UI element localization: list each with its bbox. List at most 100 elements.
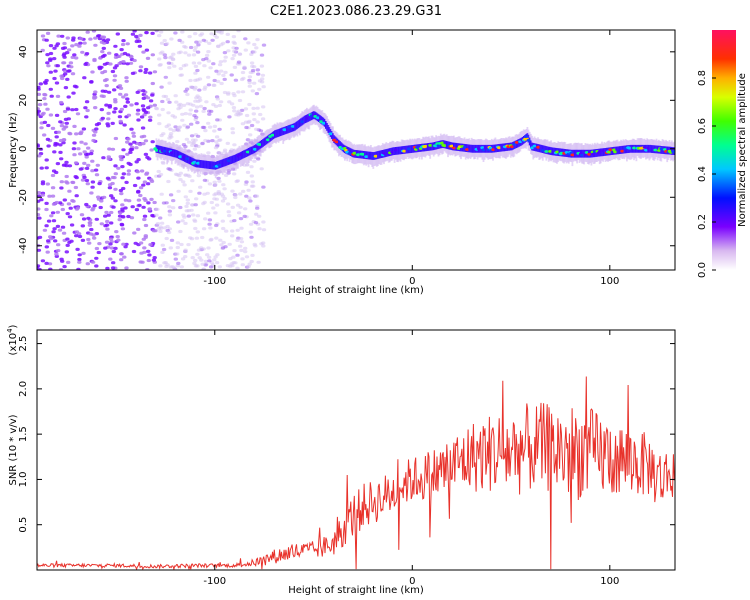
noise-speckle	[256, 157, 261, 161]
noise-speckle	[141, 107, 146, 111]
noise-speckle	[121, 95, 126, 99]
noise-speckle	[109, 221, 114, 225]
noise-speckle	[146, 249, 151, 253]
ridge-core	[544, 145, 546, 154]
noise-speckle	[249, 184, 255, 188]
ridge-core	[167, 147, 170, 156]
noise-speckle	[255, 106, 260, 110]
noise-speckle	[183, 45, 188, 49]
ridge-core	[348, 147, 351, 156]
noise-speckle	[80, 224, 86, 228]
noise-speckle	[142, 214, 148, 218]
noise-speckle	[93, 168, 99, 172]
noise-speckle	[44, 207, 49, 212]
noise-speckle	[232, 249, 237, 253]
noise-speckle	[105, 122, 110, 126]
colorbar: 0.0 0.2 0.4 0.6 0.8 Normalized spectral ampl…	[697, 30, 748, 278]
noise-speckle	[256, 72, 261, 76]
noise-speckle	[119, 48, 124, 52]
noise-speckle	[173, 125, 178, 129]
noise-speckle	[199, 32, 205, 36]
noise-speckle	[52, 227, 57, 231]
noise-speckle	[60, 225, 66, 229]
ridge-core	[175, 150, 178, 158]
ridge-core	[328, 127, 331, 135]
noise-speckle	[48, 70, 53, 74]
noise-speckle	[250, 180, 255, 184]
y-tick-label: 2.0	[18, 381, 29, 397]
noise-speckle	[72, 153, 77, 157]
noise-speckle	[42, 228, 48, 232]
noise-speckle	[90, 185, 95, 189]
noise-speckle	[45, 107, 50, 111]
noise-speckle	[180, 118, 185, 122]
ridge-core	[166, 147, 168, 156]
ridge-core	[618, 146, 621, 154]
noise-speckle	[238, 205, 243, 209]
noise-speckle	[120, 176, 125, 180]
noise-speckle	[128, 142, 133, 146]
noise-speckle	[226, 210, 231, 214]
noise-speckle	[42, 97, 47, 101]
ridge-peak	[255, 145, 260, 149]
ridge-core	[500, 143, 503, 152]
noise-speckle	[238, 112, 243, 116]
noise-speckle	[119, 158, 124, 162]
noise-speckle	[201, 109, 206, 113]
ridge-core	[368, 151, 371, 160]
snr-scale-label: (x104)	[6, 324, 19, 355]
ridge-core	[469, 144, 472, 153]
ridge-core	[534, 143, 537, 152]
noise-speckle	[99, 108, 105, 112]
noise-speckle	[195, 134, 201, 138]
noise-speckle	[213, 211, 218, 215]
ridge-core	[573, 149, 576, 158]
noise-speckle	[166, 230, 172, 235]
noise-speckle	[160, 99, 165, 104]
noise-speckle	[48, 267, 53, 270]
noise-speckle	[206, 83, 212, 87]
ridge-core	[558, 148, 561, 157]
noise-speckle	[218, 238, 223, 242]
noise-speckle	[58, 201, 63, 205]
noise-speckle	[95, 163, 101, 167]
ridge-core	[174, 149, 177, 158]
ridge-core	[327, 125, 330, 133]
noise-speckle	[62, 109, 68, 114]
noise-speckle	[86, 237, 91, 242]
noise-speckle	[75, 206, 81, 210]
ridge-core	[326, 123, 328, 131]
ridge-peak	[238, 153, 243, 157]
noise-speckle	[176, 126, 182, 130]
noise-speckle	[61, 141, 66, 145]
noise-speckle	[105, 219, 110, 224]
noise-speckle	[48, 51, 54, 56]
noise-speckle	[183, 112, 188, 116]
ridge-core	[295, 121, 298, 130]
noise-speckle	[250, 68, 256, 73]
noise-speckle	[147, 207, 152, 211]
noise-speckle	[174, 100, 179, 104]
noise-speckle	[78, 167, 84, 171]
ridge-core	[205, 160, 208, 169]
ridge-peak	[613, 150, 618, 154]
noise-speckle	[198, 98, 203, 102]
noise-speckle	[191, 213, 196, 217]
ridge-core	[263, 138, 266, 146]
noise-speckle	[86, 146, 91, 150]
noise-speckle	[235, 228, 240, 232]
ridge-core	[473, 144, 475, 153]
noise-speckle	[65, 212, 70, 216]
noise-speckle	[190, 256, 195, 260]
noise-speckle	[181, 143, 187, 147]
snr-frame	[36, 329, 676, 571]
noise-speckle	[196, 144, 201, 149]
ridge-core	[264, 137, 267, 146]
noise-speckle	[230, 131, 236, 135]
noise-speckle	[151, 229, 156, 233]
noise-speckle	[159, 192, 164, 196]
noise-speckle	[44, 158, 49, 162]
x-tick-label: 100	[600, 276, 619, 287]
ridge-core	[320, 115, 322, 124]
noise-speckle	[108, 237, 114, 241]
